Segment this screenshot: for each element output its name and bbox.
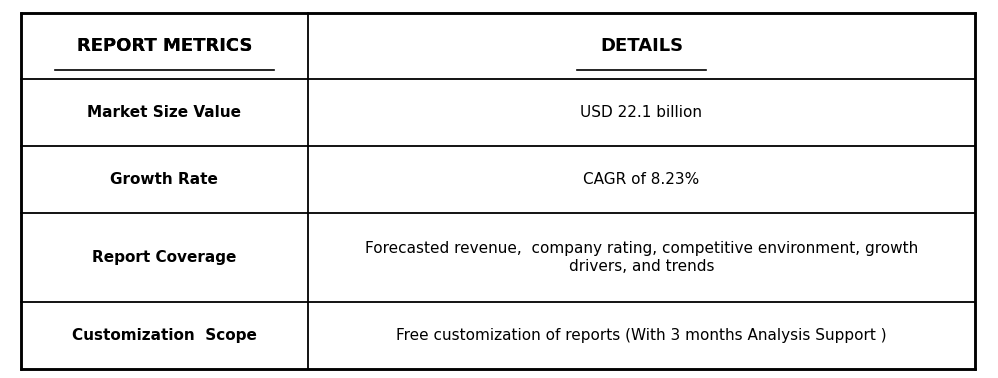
Text: Growth Rate: Growth Rate xyxy=(111,172,219,187)
Text: USD 22.1 billion: USD 22.1 billion xyxy=(581,105,703,120)
Text: REPORT METRICS: REPORT METRICS xyxy=(77,37,252,55)
Text: Forecasted revenue,  company rating, competitive environment, growth
drivers, an: Forecasted revenue, company rating, comp… xyxy=(365,242,918,274)
Text: REPORT METRICS: REPORT METRICS xyxy=(77,37,252,55)
Text: CAGR of 8.23%: CAGR of 8.23% xyxy=(584,172,700,187)
Text: DETAILS: DETAILS xyxy=(600,37,683,55)
Text: Market Size Value: Market Size Value xyxy=(88,105,242,120)
Text: Report Coverage: Report Coverage xyxy=(92,250,237,265)
Text: Customization  Scope: Customization Scope xyxy=(72,328,256,343)
Text: Free customization of reports (With 3 months Analysis Support ): Free customization of reports (With 3 mo… xyxy=(396,328,887,343)
